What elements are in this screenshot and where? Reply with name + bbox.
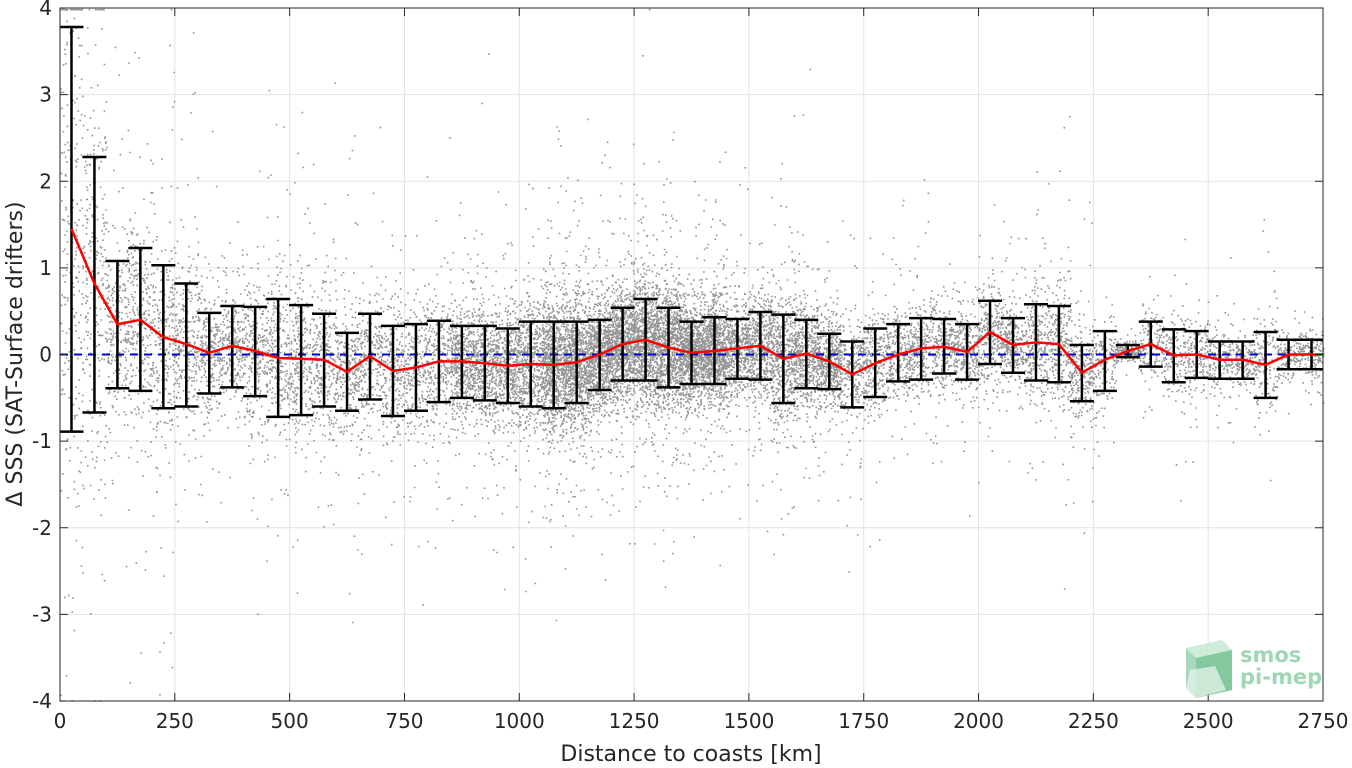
x-tick-label: 1000 [494,709,545,733]
smos-pimep-logo: smos pi-mep [1186,640,1322,698]
y-tick-label: -2 [32,516,52,540]
x-axis: 0 250 500 750 1000 1250 1500 1750 2000 2250 2500 27… [54,8,1349,733]
logo-text-pimep: pi-mep [1240,665,1322,689]
mean-line-group [70,228,1323,376]
y-axis-label: Δ SSS (SAT-Surface drifters) [3,201,28,506]
x-tick-label: 1250 [609,709,660,733]
x-tick-label: 2250 [1068,709,1119,733]
y-tick-label: 0 [39,343,52,367]
y-tick-label: 4 [39,0,52,20]
mean-line [70,228,1323,376]
y-tick-label: -1 [32,429,52,453]
x-tick-label: 2750 [1298,709,1349,733]
error-bar [289,303,314,417]
x-tick-label: 2500 [1183,709,1234,733]
y-tick-label: 1 [39,256,52,280]
x-tick-label: 1500 [723,709,774,733]
x-tick-label: 1750 [838,709,889,733]
logo-text-smos: smos [1240,643,1301,667]
x-tick-label: 250 [156,709,194,733]
x-tick-label: 0 [54,709,67,733]
y-axis: -4 -3 -2 -1 0 1 2 3 4 [32,0,1323,713]
x-tick-label: 500 [271,709,309,733]
y-tick-label: -4 [32,689,52,713]
x-tick-label: 2000 [953,709,1004,733]
x-tick-label: 750 [385,709,423,733]
y-tick-label: 2 [39,169,52,193]
error-bar [886,322,911,383]
x-axis-label: Distance to coasts [km] [560,742,821,767]
logo-cube-icon [1186,640,1232,698]
y-tick-label: -3 [32,602,52,626]
y-tick-label: 3 [39,83,52,107]
